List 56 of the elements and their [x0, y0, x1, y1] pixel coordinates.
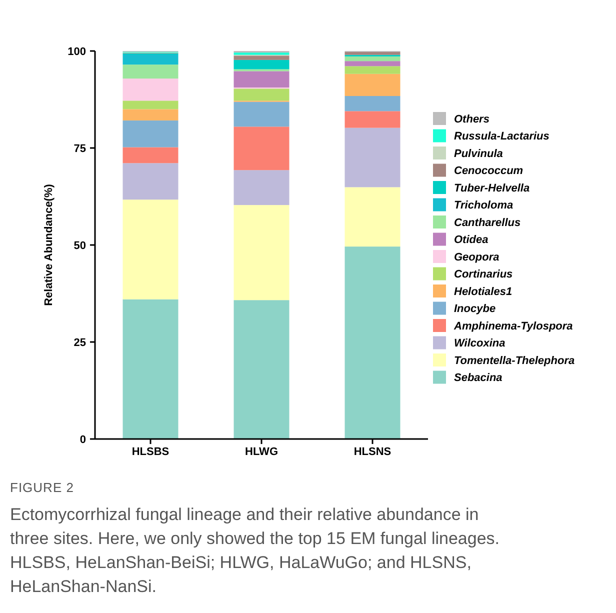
x-tick-label: HLSNS: [354, 446, 392, 458]
bar: [122, 299, 178, 439]
bar: [234, 56, 290, 60]
bar: [344, 56, 400, 62]
y-tick-label: 25: [74, 336, 86, 349]
legend-label: Tuber-Helvella: [454, 182, 530, 194]
bar: [122, 163, 178, 200]
bar: [344, 74, 400, 96]
legend-label: Wilcoxina: [454, 338, 506, 350]
legend-label: Geopora: [454, 251, 500, 264]
legend-label: Sebacina: [454, 372, 502, 384]
legend-label: Otidea: [454, 234, 488, 246]
bar: [234, 60, 290, 70]
bar: [122, 64, 178, 79]
bar: [234, 71, 290, 88]
bar: [344, 187, 400, 247]
bar: [234, 300, 290, 439]
bar: [234, 126, 290, 170]
legend-label: Cortinarius: [454, 268, 513, 281]
legend-label: Cenococcum: [454, 165, 524, 178]
legend-label: Russula-Lactarius: [454, 130, 550, 143]
bar: [234, 102, 290, 127]
bar: [234, 170, 290, 206]
legend-label: Cantharellus: [454, 216, 521, 229]
legend-label: Others: [454, 113, 490, 126]
bar: [344, 66, 400, 74]
bar: [234, 88, 290, 101]
legend-label: Tomentella-Thelephora: [454, 354, 575, 367]
legend-label: Pulvinula: [454, 148, 503, 160]
legend-label: Tricholoma: [454, 200, 514, 212]
bar: [122, 120, 178, 148]
bar: [122, 109, 178, 120]
bar: [344, 96, 400, 112]
bar: [344, 246, 400, 439]
legend-label: Inocybe: [454, 303, 496, 316]
bar: [122, 78, 178, 101]
bar: [344, 111, 400, 128]
bar: [122, 100, 178, 110]
y-tick-label: 50: [74, 240, 86, 252]
legend-label: Amphinema-Tylospora: [453, 320, 573, 332]
x-tick-label: HLWG: [245, 446, 278, 458]
bar: [122, 54, 178, 65]
bar: [122, 147, 178, 164]
x-tick-label: HLSBS: [132, 446, 170, 458]
y-axis-title: Relative Abundance(%): [43, 184, 55, 306]
y-tick-label: 0: [80, 434, 86, 446]
legend-label: Helotiales1: [454, 286, 512, 298]
bar: [344, 52, 400, 55]
text: Ectomycorrhizal fungal lineage and their relative abundance in three sites. Here, we only showed the top 15 EM fungal lineages. HLSBS, HeLanShan-BeiSi; HLWG, HaLaWuGo; and HLSNS, HeLanShan-NanSi.: [10, 505, 500, 596]
bar: [344, 128, 400, 188]
caption: FIGURE 2: [10, 480, 74, 495]
y-tick-label: 100: [68, 46, 86, 58]
bar: [122, 200, 178, 300]
bar: [344, 61, 400, 66]
y-tick-label: 75: [74, 142, 86, 155]
bar: [234, 205, 290, 300]
